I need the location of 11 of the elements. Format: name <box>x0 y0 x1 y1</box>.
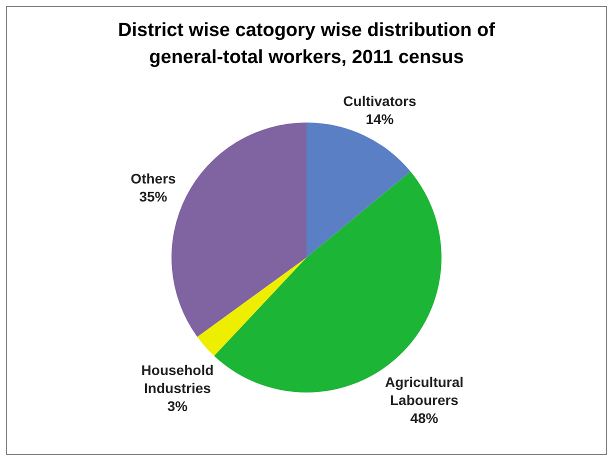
pie-slice <box>197 258 306 356</box>
data-label: 3% <box>167 398 188 414</box>
chart-title: District wise catogory wise distribution of general-total workers, 2011 census <box>118 20 496 68</box>
data-label: 48% <box>410 410 439 426</box>
slice-label: Others <box>130 170 176 186</box>
slice-label: Cultivators <box>343 92 417 109</box>
slice-label: Household Industries <box>141 362 214 396</box>
slice-label: Agricultural Labourers <box>384 374 464 408</box>
pie-slice <box>306 122 411 258</box>
data-label: 14% <box>366 110 394 127</box>
data-label: 35% <box>139 188 168 204</box>
